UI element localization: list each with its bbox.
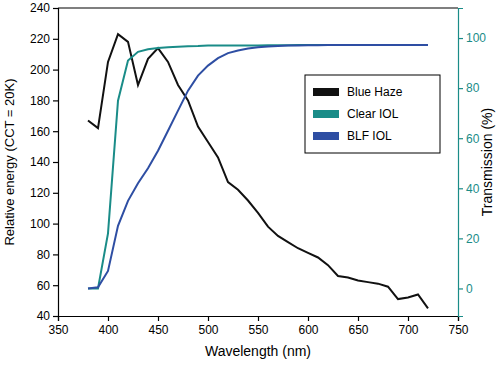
tick-label: 600 xyxy=(298,323,318,337)
tick-label: 80 xyxy=(466,81,480,95)
x-axis-title: Wavelength (nm) xyxy=(205,343,311,359)
tick-mark xyxy=(458,138,463,139)
tick-label: 650 xyxy=(348,323,368,337)
tick: 120 xyxy=(30,186,58,200)
plot: 3504004505005506006507007504060801001201… xyxy=(30,1,486,336)
tick-mark xyxy=(53,254,58,255)
tick: 80 xyxy=(37,248,58,262)
tick: 140 xyxy=(30,155,58,169)
tick-mark xyxy=(458,188,463,189)
legend-swatch xyxy=(313,110,339,118)
tick: 60 xyxy=(37,279,58,293)
tick-label: 220 xyxy=(30,32,50,46)
tick-label: 40 xyxy=(466,182,480,196)
tick-mark xyxy=(308,316,309,321)
tick: 600 xyxy=(298,316,318,337)
tick-label: 400 xyxy=(98,323,118,337)
tick-mark xyxy=(208,316,209,321)
tick-label: 40 xyxy=(37,309,51,323)
tick: 750 xyxy=(448,316,468,337)
tick-label: 550 xyxy=(248,323,268,337)
tick-mark xyxy=(53,100,58,101)
tick: 40 xyxy=(458,182,480,196)
tick: 350 xyxy=(48,316,68,337)
tick: 80 xyxy=(458,81,480,95)
axis-line xyxy=(53,9,59,317)
tick: 20 xyxy=(458,232,480,246)
tick-mark xyxy=(458,288,463,289)
tick: 220 xyxy=(30,32,58,46)
chart: 3504004505005506006507007504060801001201… xyxy=(0,0,500,370)
legend-label: Blue Haze xyxy=(347,85,403,99)
tick-mark xyxy=(108,316,109,321)
tick-mark xyxy=(458,238,463,239)
legend-box xyxy=(305,75,440,153)
tick-label: 700 xyxy=(398,323,418,337)
tick-mark xyxy=(158,316,159,321)
tick-label: 200 xyxy=(30,63,50,77)
tick: 650 xyxy=(348,316,368,337)
tick-label: 180 xyxy=(30,94,50,108)
tick-mark xyxy=(53,39,58,40)
legend-swatch xyxy=(313,88,339,96)
tick: 40 xyxy=(37,309,58,323)
tick-label: 450 xyxy=(148,323,168,337)
tick-label: 350 xyxy=(48,323,68,337)
tick-mark xyxy=(458,88,463,89)
tick-mark xyxy=(53,224,58,225)
tick-mark xyxy=(358,316,359,321)
tick-label: 60 xyxy=(37,279,51,293)
y-axis-title: Relative energy (CCT = 20K) xyxy=(2,78,17,245)
tick: 200 xyxy=(30,63,58,77)
tick-mark xyxy=(53,316,58,317)
tick: 240 xyxy=(30,1,58,15)
tick-label: 500 xyxy=(198,323,218,337)
tick-mark xyxy=(458,38,463,39)
tick: 450 xyxy=(148,316,168,337)
tick-mark xyxy=(258,316,259,321)
legend: Blue Haze Clear IOL BLF IOL xyxy=(305,75,440,153)
tick-label: 160 xyxy=(30,125,50,139)
tick: 700 xyxy=(398,316,418,337)
tick: 160 xyxy=(30,125,58,139)
tick-mark xyxy=(53,8,58,9)
x-axis: 350 400 450 500 550 600 650 700 750 xyxy=(48,316,468,337)
legend-label: BLF IOL xyxy=(347,129,392,143)
tick-label: 240 xyxy=(30,1,50,15)
tick-label: 0 xyxy=(466,282,473,296)
y-axis: 40 60 80 100 120 140 160 180 200 220 240 xyxy=(30,1,59,323)
tick: 500 xyxy=(198,316,218,337)
y2-axis-title: Transmission (%) xyxy=(479,108,495,216)
tick: 180 xyxy=(30,94,58,108)
legend-swatch xyxy=(313,132,339,140)
tick-label: 100 xyxy=(466,31,486,45)
tick: 60 xyxy=(458,132,480,146)
tick: 0 xyxy=(458,282,473,296)
tick: 100 xyxy=(458,31,486,45)
tick-mark xyxy=(53,285,58,286)
tick-mark xyxy=(53,162,58,163)
tick: 400 xyxy=(98,316,118,337)
tick-label: 100 xyxy=(30,217,50,231)
tick-mark xyxy=(53,69,58,70)
tick-label: 20 xyxy=(466,232,480,246)
frame xyxy=(58,7,458,8)
tick-mark xyxy=(53,193,58,194)
tick: 550 xyxy=(248,316,268,337)
tick-mark xyxy=(408,316,409,321)
tick-mark xyxy=(53,131,58,132)
legend-label: Clear IOL xyxy=(347,107,399,121)
tick-label: 80 xyxy=(37,248,51,262)
axis-line xyxy=(459,9,464,317)
tick-label: 60 xyxy=(466,132,480,146)
tick-label: 750 xyxy=(448,323,468,337)
axis-line xyxy=(59,317,459,322)
tick: 100 xyxy=(30,217,58,231)
tick-label: 140 xyxy=(30,155,50,169)
tick-label: 120 xyxy=(30,186,50,200)
